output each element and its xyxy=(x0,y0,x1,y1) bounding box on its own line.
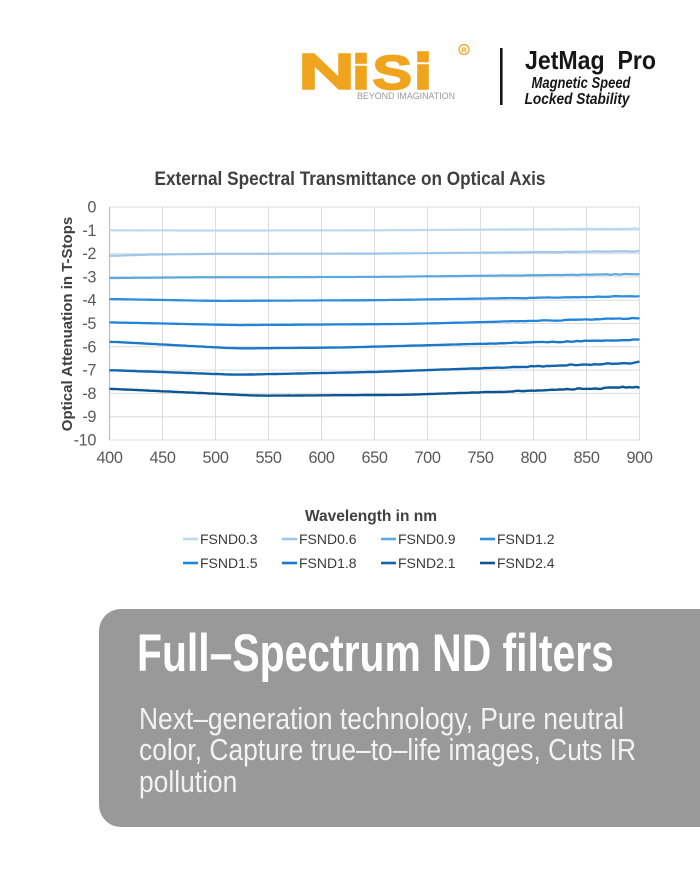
svg-text:Magnetic Speed: Magnetic Speed xyxy=(532,75,631,92)
svg-text:FSND1.5: FSND1.5 xyxy=(200,555,258,571)
svg-text:500: 500 xyxy=(203,449,229,467)
svg-text:JetMag Pro: JetMag Pro xyxy=(525,45,656,75)
svg-text:400: 400 xyxy=(97,449,123,467)
svg-text:850: 850 xyxy=(574,449,600,467)
svg-text:-6: -6 xyxy=(82,338,96,356)
svg-text:-8: -8 xyxy=(82,385,96,403)
svg-text:FSND2.1: FSND2.1 xyxy=(398,555,456,571)
svg-text:Optical Attenuation in T-Stops: Optical Attenuation in T-Stops xyxy=(59,217,76,431)
svg-text:BEYOND IMAGINATION: BEYOND IMAGINATION xyxy=(357,91,455,101)
svg-text:900: 900 xyxy=(627,449,653,467)
svg-text:600: 600 xyxy=(309,449,335,467)
svg-text:450: 450 xyxy=(150,449,176,467)
svg-text:0: 0 xyxy=(87,199,96,217)
svg-text:700: 700 xyxy=(415,449,441,467)
svg-text:-7: -7 xyxy=(82,362,96,380)
svg-text:-1: -1 xyxy=(82,222,96,240)
svg-text:800: 800 xyxy=(521,449,547,467)
svg-text:S: S xyxy=(373,47,413,100)
svg-text:-9: -9 xyxy=(82,408,96,426)
svg-text:-2: -2 xyxy=(82,245,96,263)
svg-text:Wavelength in nm: Wavelength in nm xyxy=(305,508,437,525)
svg-text:650: 650 xyxy=(362,449,388,467)
svg-text:FSND0.9: FSND0.9 xyxy=(398,531,456,547)
svg-text:750: 750 xyxy=(468,449,494,467)
svg-text:-4: -4 xyxy=(82,292,96,310)
svg-text:Locked Stability: Locked Stability xyxy=(525,91,631,108)
svg-text:FSND1.2: FSND1.2 xyxy=(497,531,555,547)
svg-text:FSND1.8: FSND1.8 xyxy=(299,555,357,571)
svg-text:FSND0.3: FSND0.3 xyxy=(200,531,258,547)
svg-text:FSND2.4: FSND2.4 xyxy=(497,555,555,571)
svg-text:550: 550 xyxy=(256,449,282,467)
svg-text:External Spectral Transmittanc: External Spectral Transmittance on Optic… xyxy=(155,169,546,190)
svg-text:-10: -10 xyxy=(74,432,97,450)
svg-text:FSND0.6: FSND0.6 xyxy=(299,531,357,547)
svg-text:R: R xyxy=(461,46,467,55)
svg-text:-3: -3 xyxy=(82,268,96,286)
svg-text:-5: -5 xyxy=(82,315,96,333)
